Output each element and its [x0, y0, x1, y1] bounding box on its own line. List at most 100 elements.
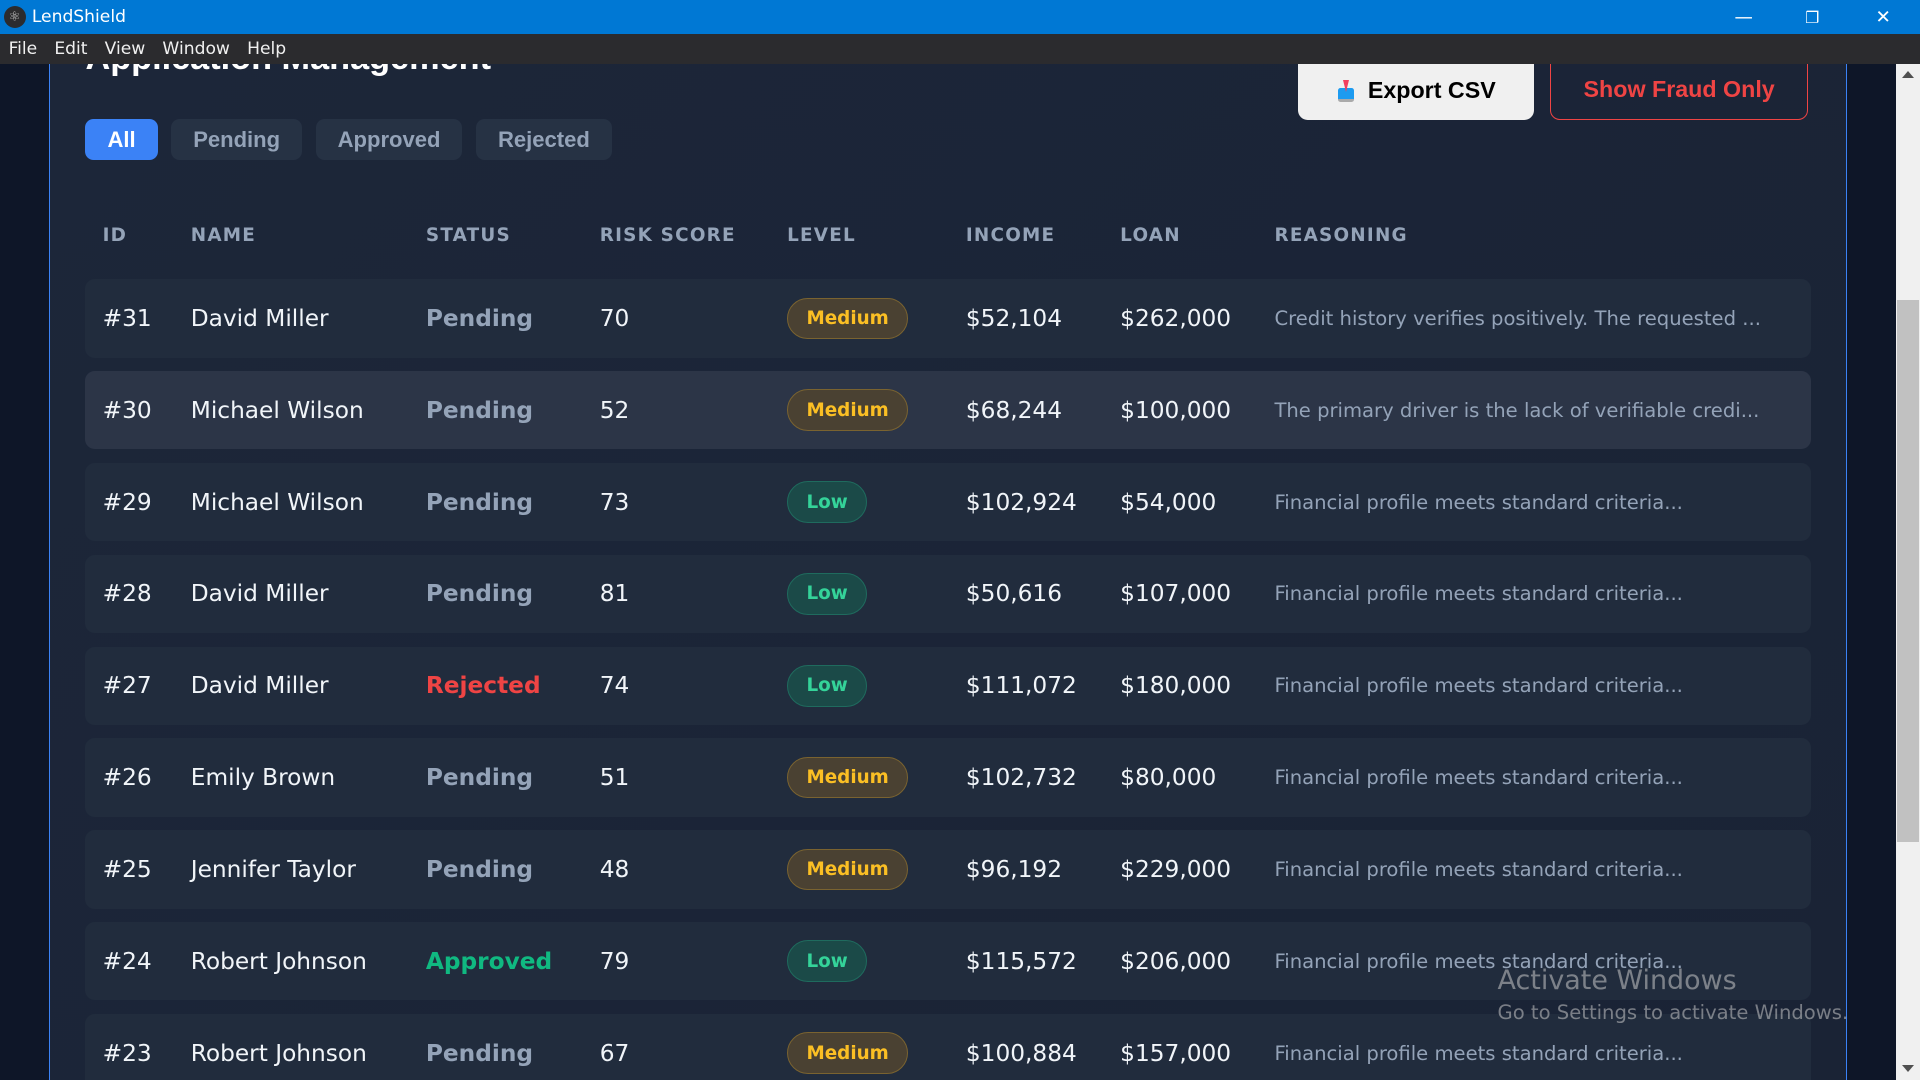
status-badge: Pending	[425, 304, 534, 332]
menu-help[interactable]: Help	[247, 38, 287, 59]
status-badge: Pending	[425, 764, 534, 792]
income-cell: $96,192	[965, 855, 1063, 883]
loan-cell: $107,000	[1120, 580, 1232, 608]
restore-button[interactable]: ❐	[1805, 7, 1820, 27]
close-button[interactable]: ✕	[1875, 6, 1891, 28]
risk-level-badge: Low	[787, 664, 868, 707]
status-badge: Pending	[425, 580, 534, 608]
name-cell: David Miller	[190, 304, 329, 332]
risk-score-cell: 48	[599, 855, 630, 883]
risk-score-cell: 73	[599, 488, 630, 516]
loan-cell: $100,000	[1120, 396, 1232, 424]
name-cell: Robert Johnson	[190, 1039, 367, 1067]
risk-score-cell: 52	[599, 396, 630, 424]
scroll-down-arrow-icon[interactable]	[1901, 1065, 1914, 1072]
table-row[interactable]: #29 Michael Wilson Pending 73 Low $102,924 $54…	[85, 462, 1811, 542]
income-cell: $102,732	[965, 764, 1077, 792]
reasoning-cell: Credit history verifies positively. The …	[1274, 306, 1761, 330]
filter-rejected[interactable]: Rejected	[475, 118, 612, 161]
app-logo-icon: ⚛	[3, 6, 26, 29]
level-cell: Low	[787, 647, 868, 725]
table-row[interactable]: #31 David Miller Pending 70 Medium $52,104 $26…	[85, 279, 1811, 358]
export-csv-label: Export CSV	[1367, 77, 1496, 104]
id-cell: #30	[102, 396, 152, 424]
minimize-button[interactable]: —	[1734, 6, 1753, 28]
menu-edit[interactable]: Edit	[54, 38, 88, 59]
income-cell: $50,616	[965, 580, 1063, 608]
income-cell: $52,104	[965, 304, 1063, 332]
loan-cell: $229,000	[1120, 855, 1232, 883]
reasoning-cell: The primary driver is the lack of verifi…	[1274, 398, 1760, 422]
reasoning-cell: Financial profile meets standard criteri…	[1274, 674, 1683, 698]
table-row[interactable]: #25 Jennifer Taylor Pending 48 Medium $96,192…	[85, 830, 1811, 909]
scrollbar-thumb[interactable]	[1896, 299, 1919, 843]
filter-approved[interactable]: Approved	[315, 118, 463, 161]
income-cell: $102,924	[965, 488, 1077, 516]
id-cell: #27	[102, 672, 152, 700]
window-title: LendShield	[31, 7, 126, 28]
download-tray-icon	[1336, 79, 1356, 102]
level-cell: Low	[787, 922, 868, 1000]
name-cell: Michael Wilson	[190, 488, 364, 516]
id-cell: #31	[102, 304, 152, 332]
name-cell: Michael Wilson	[190, 396, 364, 424]
menu-view[interactable]: View	[104, 38, 146, 59]
income-cell: $115,572	[965, 947, 1077, 975]
export-csv-button[interactable]: Export CSV	[1297, 63, 1535, 120]
risk-score-cell: 81	[599, 580, 630, 608]
status-badge: Pending	[425, 488, 534, 516]
table-row[interactable]: #30 Michael Wilson Pending 52 Medium $68,244 $…	[85, 371, 1811, 450]
column-header-reasoning[interactable]: REASONING	[1274, 225, 1408, 247]
table-row[interactable]: #27 David Miller Rejected 74 Low $111,072 $180…	[85, 646, 1811, 725]
column-header-name[interactable]: NAME	[190, 225, 257, 247]
vertical-scrollbar[interactable]	[1895, 63, 1920, 1080]
table-row[interactable]: #24 Robert Johnson Approved 79 Low $115,572 $2…	[85, 922, 1811, 1001]
reasoning-cell: Financial profile meets standard criteri…	[1274, 1041, 1683, 1065]
column-header-status[interactable]: STATUS	[425, 225, 511, 247]
status-badge: Pending	[425, 855, 534, 883]
risk-level-badge: Medium	[787, 1032, 909, 1074]
name-cell: Robert Johnson	[190, 947, 367, 975]
status-badge: Approved	[425, 947, 553, 975]
menu-file[interactable]: File	[8, 38, 38, 59]
income-cell: $68,244	[965, 396, 1063, 424]
name-cell: Emily Brown	[190, 764, 336, 792]
column-header-income[interactable]: INCOME	[965, 225, 1056, 247]
menu-window[interactable]: Window	[162, 38, 230, 59]
table-row[interactable]: #26 Emily Brown Pending 51 Medium $102,732 $80…	[85, 738, 1811, 817]
scroll-up-arrow-icon[interactable]	[1901, 71, 1914, 79]
show-fraud-only-button[interactable]: Show Fraud Only	[1549, 63, 1809, 120]
status-badge: Pending	[425, 396, 534, 424]
activate-windows-watermark: Activate Windows Go to Settings to activ…	[1498, 965, 1849, 1024]
level-cell: Low	[787, 463, 868, 541]
risk-score-cell: 70	[599, 304, 630, 332]
risk-level-badge: Medium	[787, 297, 909, 340]
name-cell: David Miller	[190, 672, 329, 700]
column-header-loan[interactable]: LOAN	[1120, 225, 1181, 247]
filter-pending[interactable]: Pending	[171, 118, 303, 161]
table-row[interactable]: #23 Robert Johnson Pending 67 Medium $100,884…	[85, 1013, 1811, 1080]
column-header-risk-score[interactable]: RISK SCORE	[599, 225, 736, 247]
loan-cell: $262,000	[1120, 304, 1232, 332]
level-cell: Medium	[787, 371, 909, 449]
loan-cell: $80,000	[1120, 764, 1217, 792]
risk-score-cell: 74	[599, 672, 630, 700]
loan-cell: $54,000	[1120, 488, 1217, 516]
filter-all[interactable]: All	[85, 118, 158, 161]
column-header-id[interactable]: ID	[102, 225, 128, 247]
level-cell: Medium	[787, 738, 909, 816]
risk-level-badge: Low	[787, 481, 868, 523]
risk-level-badge: Low	[787, 573, 868, 615]
id-cell: #25	[102, 855, 152, 883]
status-badge: Pending	[425, 1039, 534, 1067]
id-cell: #29	[102, 488, 152, 516]
loan-cell: $180,000	[1120, 672, 1232, 700]
table-row[interactable]: #28 David Miller Pending 81 Low $50,616 $107,0…	[85, 554, 1811, 634]
risk-score-cell: 79	[599, 947, 630, 975]
status-badge: Rejected	[425, 672, 541, 700]
column-header-level[interactable]: LEVEL	[787, 225, 856, 247]
level-cell: Medium	[787, 1014, 909, 1080]
application-panel: Application Management All Pending Appro…	[48, 63, 1848, 1080]
id-cell: #23	[102, 1039, 152, 1067]
